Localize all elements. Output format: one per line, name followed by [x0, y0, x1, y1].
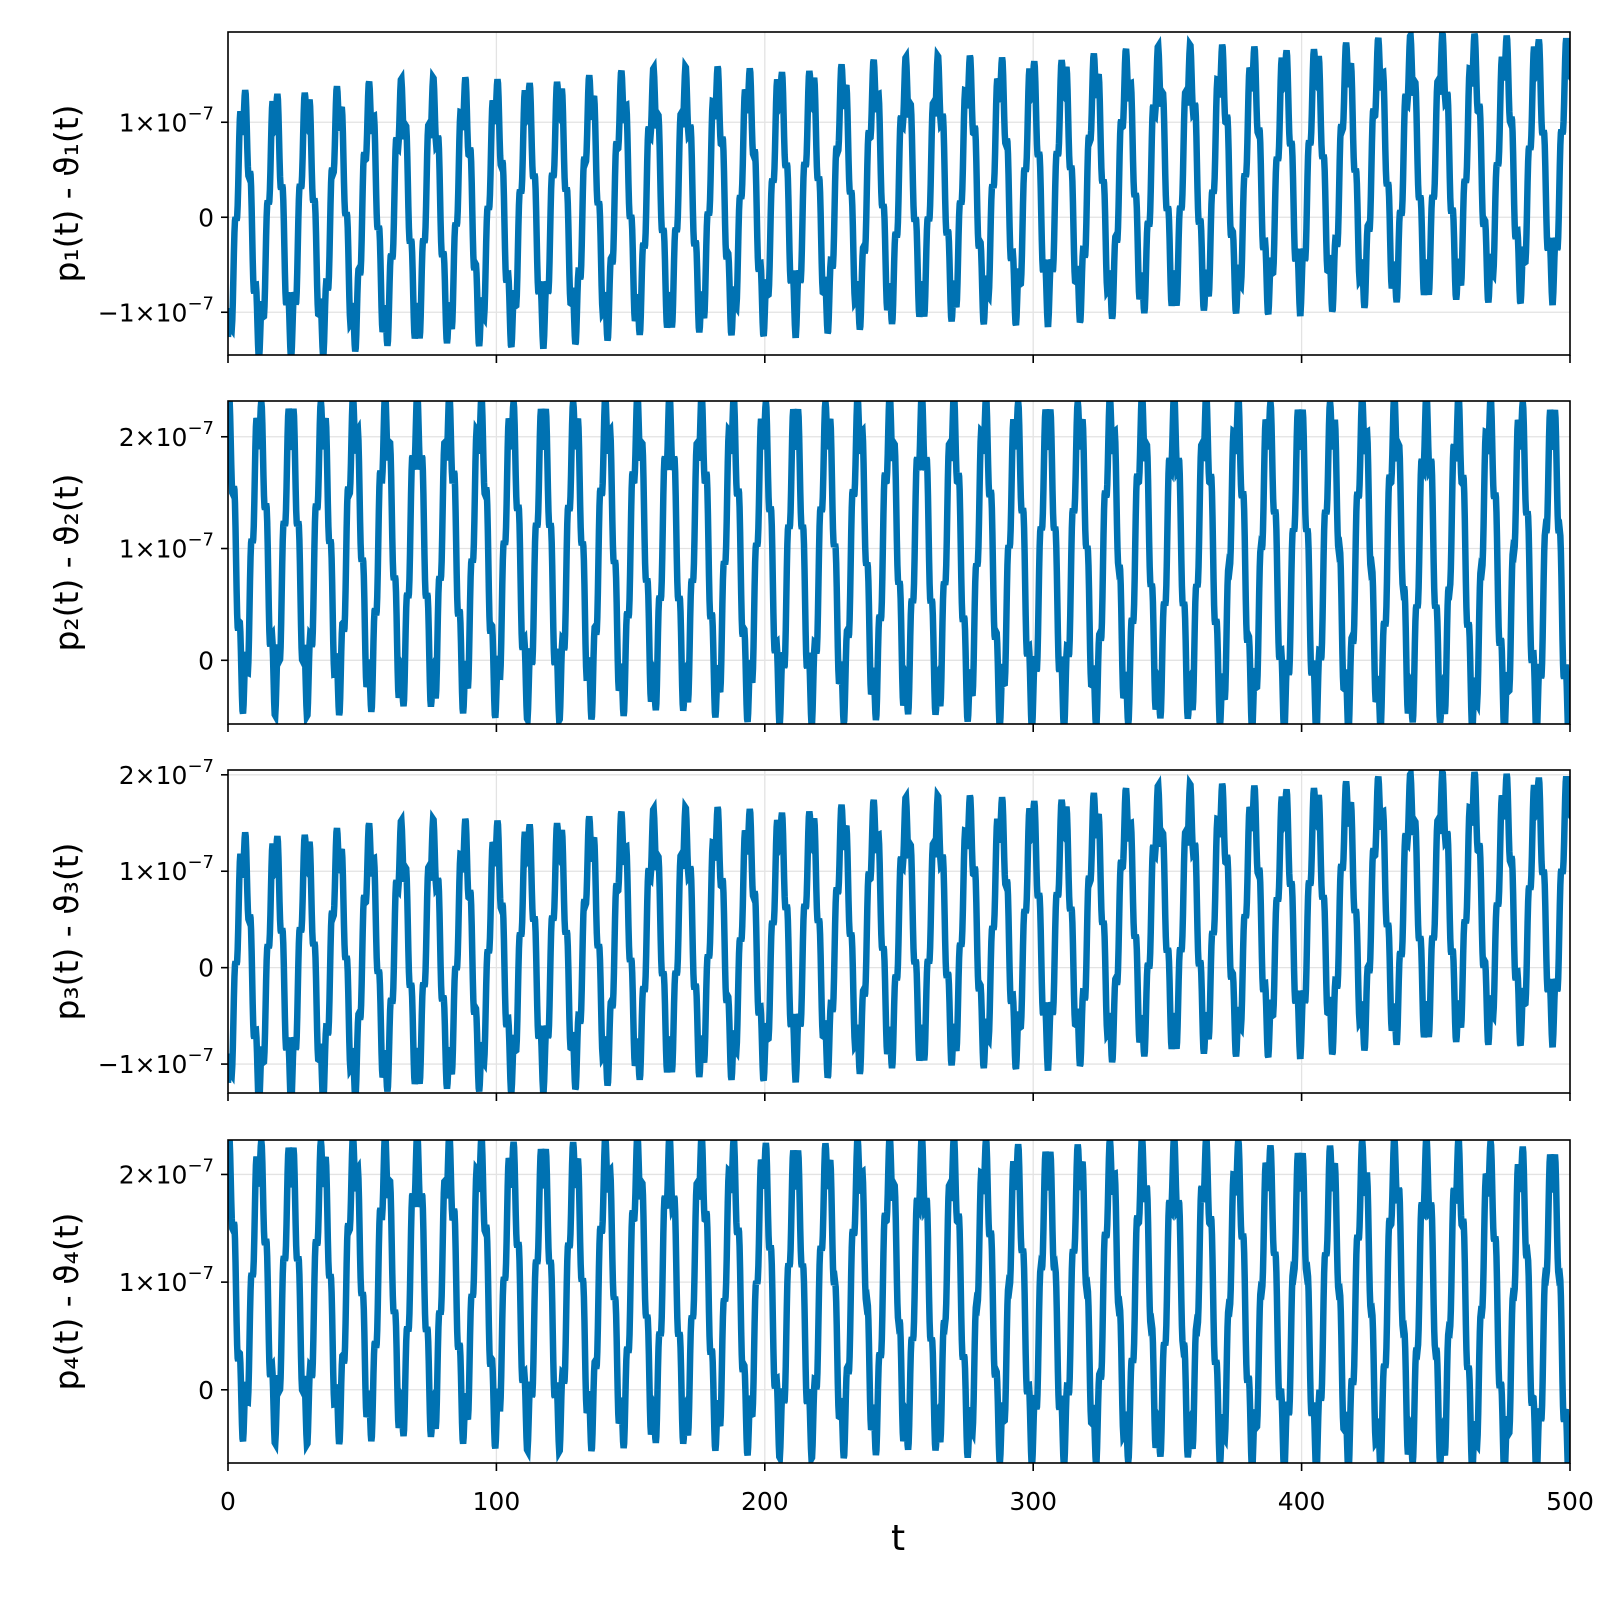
x-tick-label-500: 500: [1546, 1487, 1594, 1516]
x-tick-label-0: 0: [220, 1487, 236, 1516]
x-tick-label-100: 100: [473, 1487, 521, 1516]
y-tick-label-0: 0: [198, 646, 214, 675]
panel-4: 0 100 200 300 400 500 0 1×10−7 2×10−7 p₄(t) - ϑ₄(…: [47, 1139, 1594, 1516]
y-axis-label-4: p₄(t) - ϑ₄(t): [47, 1212, 86, 1390]
y-axis-label-2: p₂(t) - ϑ₂(t): [47, 473, 86, 651]
y-tick-label-0: 0: [198, 1376, 214, 1405]
x-tick-label-200: 200: [741, 1487, 789, 1516]
panel-2: 0 1×10−7 2×10−7 p₂(t) - ϑ₂(t): [47, 400, 1571, 732]
y-tick-label-0: −1×10−7: [98, 293, 214, 327]
y-tick-label-1: 1×10−7: [119, 530, 214, 564]
y-tick-label-1: 0: [198, 954, 214, 983]
y-tick-label-2: 2×10−7: [119, 418, 214, 452]
plot-frame: [227, 1139, 1571, 1464]
plot-frame: [227, 400, 1571, 725]
y-tick-label-2: 1×10−7: [119, 852, 214, 886]
panel-1: −1×10−7 0 1×10−7 p₁(t) - ϑ₁(t): [47, 31, 1571, 363]
y-tick-label-2: 1×10−7: [119, 103, 214, 137]
y-axis-label-3: p₃(t) - ϑ₃(t): [47, 842, 86, 1020]
y-axis-label-1: p₁(t) - ϑ₁(t): [47, 104, 86, 282]
series-line-2: [228, 401, 1570, 724]
plot-frame: [227, 31, 1571, 356]
y-tick-label-0: −1×10−7: [98, 1045, 214, 1079]
plot-frame: [227, 769, 1571, 1094]
y-tick-label-3: 2×10−7: [119, 756, 214, 790]
series-line-4: [228, 1140, 1570, 1463]
x-tick-label-400: 400: [1278, 1487, 1326, 1516]
panel-3: −1×10−7 0 1×10−7 2×10−7 p₃(t) - ϑ₃(t): [47, 756, 1571, 1101]
y-tick-label-1: 1×10−7: [119, 1263, 214, 1297]
series-line-3: [228, 770, 1570, 1093]
series-line-1: [228, 32, 1570, 355]
y-tick-label-1: 0: [198, 203, 214, 232]
x-axis-label: t: [891, 1518, 905, 1559]
x-tick-label-300: 300: [1009, 1487, 1057, 1516]
panels: −1×10−7 0 1×10−7 p₁(t) - ϑ₁(t) 0 1×10−7 2×10−7…: [47, 31, 1594, 1516]
y-tick-label-2: 2×10−7: [119, 1155, 214, 1189]
